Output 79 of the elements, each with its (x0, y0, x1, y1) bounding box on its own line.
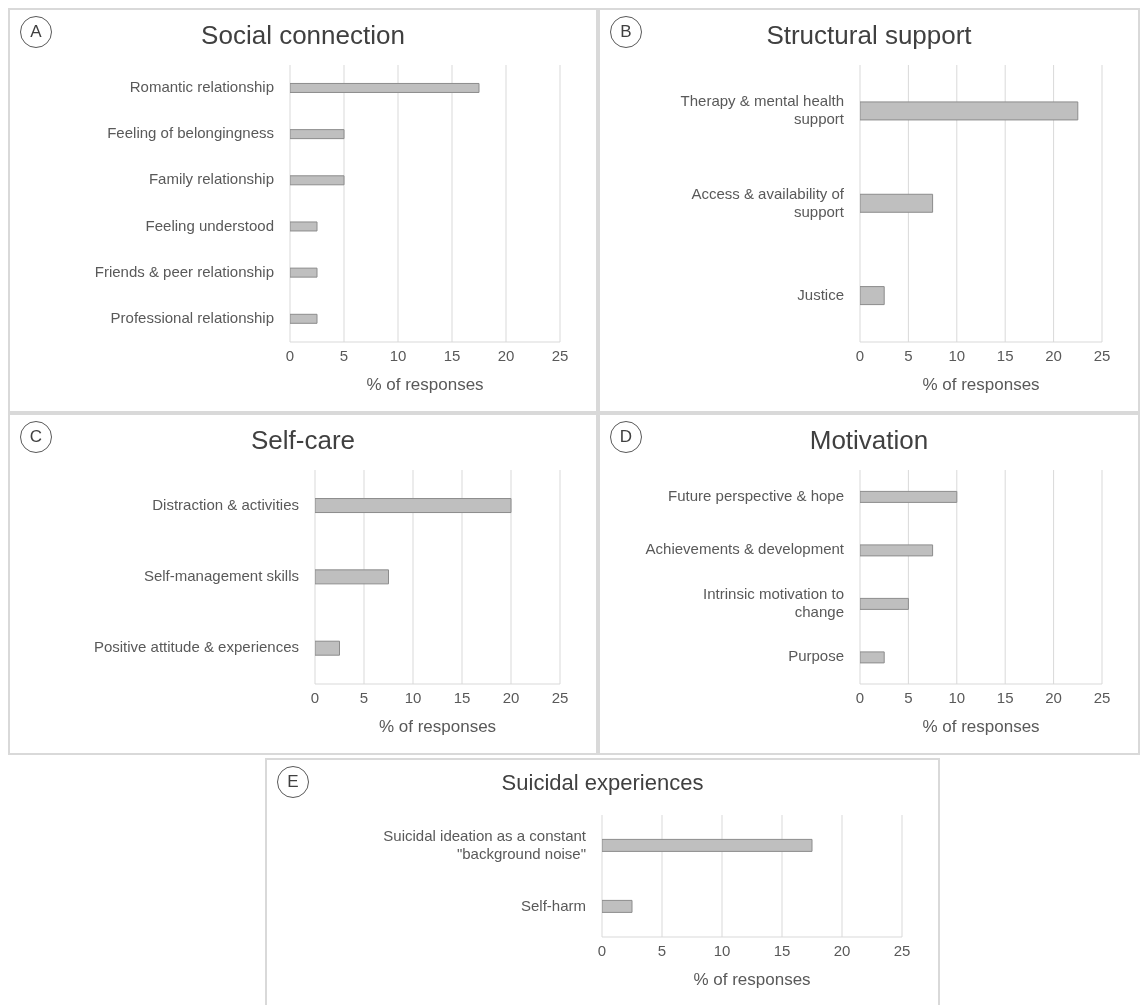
x-tick-label: 20 (1045, 688, 1062, 706)
x-tick-label: 15 (996, 688, 1014, 706)
bar (860, 193, 934, 213)
y-tick-label: Purpose (788, 647, 844, 665)
x-tick-label: 0 (285, 346, 295, 364)
x-tick-label: 15 (453, 688, 471, 706)
x-tick-label: 10 (713, 941, 731, 959)
y-tick-label: Friends & peer relationship (94, 262, 274, 280)
x-axis-title: % of responses (365, 375, 485, 395)
x-tick-label: 25 (1093, 346, 1111, 364)
bar (860, 544, 934, 557)
x-tick-label: 5 (904, 688, 913, 706)
x-tick-label: 20 (497, 346, 515, 364)
chart-title: Social connection (201, 20, 405, 50)
bar (290, 267, 318, 278)
y-tick-label: Self-harm (520, 896, 586, 914)
y-tick-label: Positive attitude & experiences (93, 638, 299, 656)
text: A (20, 16, 52, 48)
x-tick-label: 15 (443, 346, 461, 364)
x-axis-title: % of responses (921, 717, 1041, 737)
y-tick-label: Feeling understood (145, 216, 274, 234)
y-tick-label: Therapy & mental health support (680, 92, 845, 128)
x-axis-title: % of responses (921, 375, 1041, 395)
text: B (610, 16, 642, 48)
y-tick-label: Family relationship (148, 170, 274, 188)
x-tick-label: 25 (551, 346, 569, 364)
bar (860, 490, 958, 503)
bar (860, 597, 909, 610)
bar (315, 498, 512, 514)
y-tick-label: Romantic relationship (129, 78, 274, 96)
text: E (277, 766, 309, 798)
text: C (20, 421, 52, 453)
x-tick-label: 15 (773, 941, 791, 959)
bar (290, 175, 345, 186)
bar (860, 101, 1079, 121)
y-tick-label: Feeling of belongingness (107, 124, 274, 142)
x-tick-label: 10 (948, 688, 966, 706)
bar (290, 221, 318, 232)
bar (290, 313, 318, 324)
y-tick-label: Future perspective & hope (668, 486, 844, 504)
x-tick-label: 5 (904, 346, 913, 364)
bar (315, 569, 389, 585)
x-tick-label: 5 (359, 688, 369, 706)
x-tick-label: 0 (597, 941, 607, 959)
x-tick-label: 0 (310, 688, 320, 706)
x-tick-label: 5 (339, 346, 349, 364)
bar (315, 640, 340, 656)
x-tick-label: 0 (855, 688, 865, 706)
y-tick-label: Access & availability of support (691, 184, 845, 220)
text: D (610, 421, 642, 453)
bar (290, 129, 345, 140)
y-tick-label: Distraction & activities (152, 495, 299, 513)
x-axis-title: % of responses (692, 970, 812, 990)
chart-title: Structural support (766, 20, 972, 50)
y-tick-label: Justice (797, 285, 844, 303)
chart-title: Suicidal experiences (501, 770, 704, 795)
chart-title: Motivation (809, 425, 929, 455)
x-tick-label: 25 (551, 688, 569, 706)
x-tick-label: 25 (893, 941, 911, 959)
bar (860, 286, 885, 306)
x-tick-label: 5 (657, 941, 667, 959)
x-tick-label: 10 (404, 688, 422, 706)
x-tick-label: 15 (996, 346, 1014, 364)
bar (860, 651, 885, 664)
x-tick-label: 25 (1093, 688, 1111, 706)
y-tick-label: Achievements & development (645, 540, 845, 558)
y-tick-label: Suicidal ideation as a constant "background noise" (383, 826, 587, 862)
y-tick-label: Intrinsic motivation to change (703, 584, 844, 620)
bar (290, 82, 480, 93)
x-tick-label: 20 (1045, 346, 1062, 364)
x-axis-title: % of responses (377, 717, 498, 737)
chart-title: Self-care (250, 425, 356, 455)
y-tick-label: Self-management skills (143, 566, 299, 584)
x-tick-label: 20 (833, 941, 851, 959)
x-tick-label: 0 (855, 346, 865, 364)
y-tick-label: Professional relationship (110, 308, 274, 326)
x-tick-label: 20 (502, 688, 520, 706)
x-tick-label: 10 (389, 346, 407, 364)
x-tick-label: 10 (948, 346, 966, 364)
